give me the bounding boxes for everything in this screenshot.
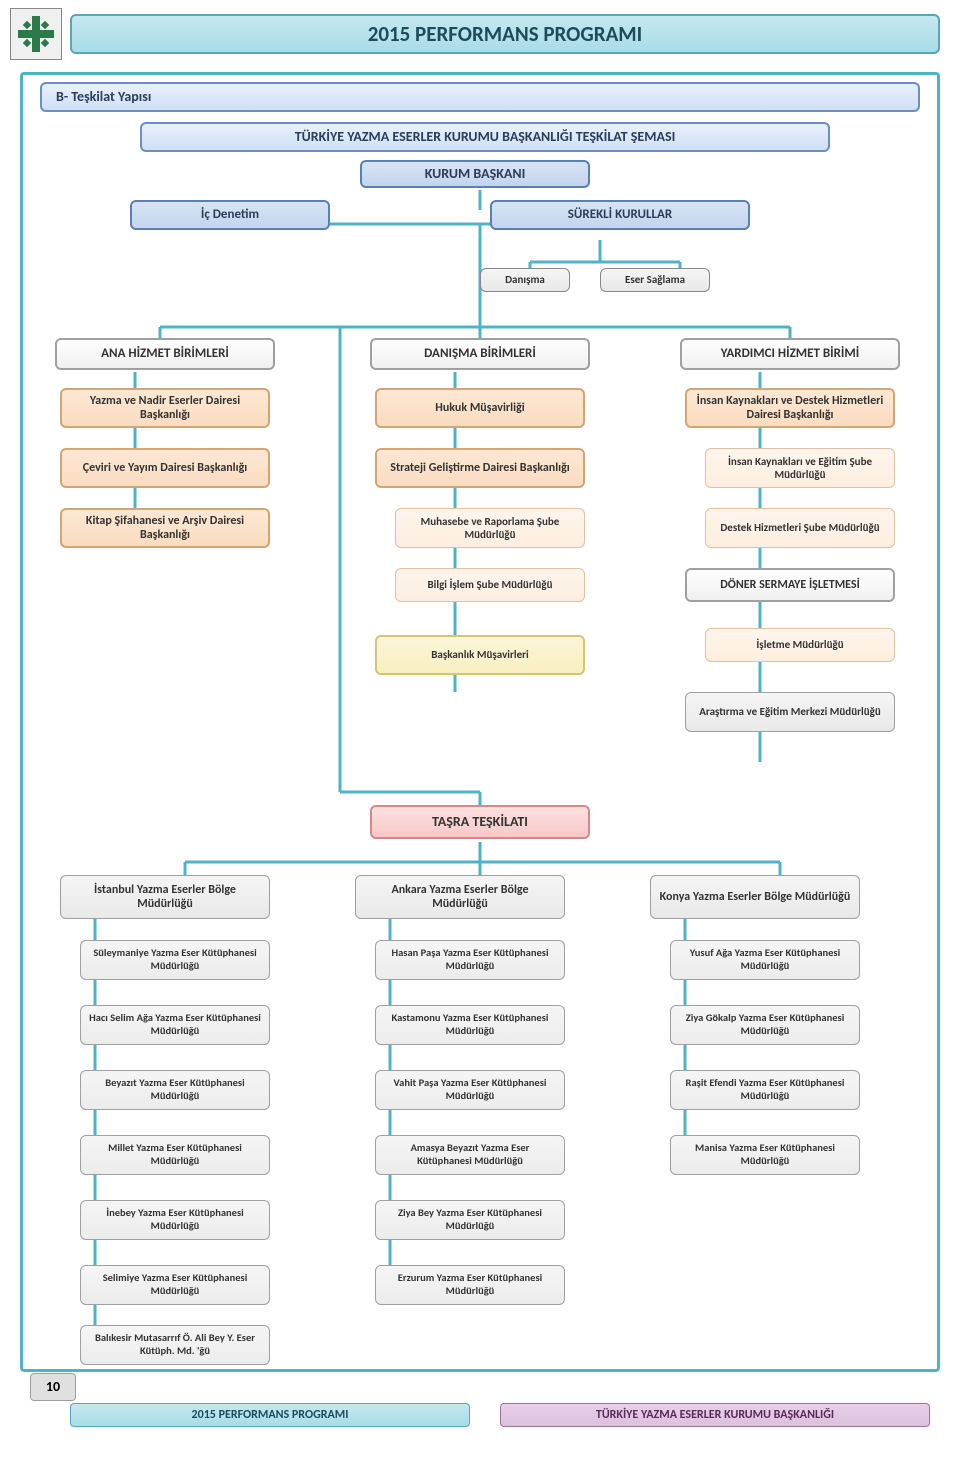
- tasra-2-3: Manisa Yazma Eser Kütüphanesi Müdürlüğü: [670, 1135, 860, 1175]
- col3-extra-0: İşletme Müdürlüğü: [705, 628, 895, 662]
- tasra-col2-header: Konya Yazma Eserler Bölge Müdürlüğü: [650, 875, 860, 919]
- col1-header: ANA HİZMET BİRİMLERİ: [55, 338, 275, 370]
- tasra-header: TAŞRA TEŞKİLATI: [370, 805, 590, 839]
- col1-item-1: Çeviri ve Yayım Dairesi Başkanlığı: [60, 448, 270, 488]
- tasra-0-5: Selimiye Yazma Eser Kütüphanesi Müdürlüğ…: [80, 1265, 270, 1305]
- tasra-1-1: Kastamonu Yazma Eser Kütüphanesi Müdürlü…: [375, 1005, 565, 1045]
- tasra-2-0: Yusuf Ağa Yazma Eser Kütüphanesi Müdürlü…: [670, 940, 860, 980]
- tasra-0-4: İnebey Yazma Eser Kütüphanesi Müdürlüğü: [80, 1200, 270, 1240]
- node-eser-saglama: Eser Sağlama: [600, 268, 710, 292]
- tasra-1-5: Erzurum Yazma Eser Kütüphanesi Müdürlüğü: [375, 1265, 565, 1305]
- org-chart-title: TÜRKİYE YAZMA ESERLER KURUMU BAŞKANLIĞI …: [140, 122, 830, 152]
- col2-item-2: Muhasebe ve Raporlama Şube Müdürlüğü: [395, 508, 585, 548]
- col2-item-1: Strateji Geliştirme Dairesi Başkanlığı: [375, 448, 585, 488]
- tasra-2-2: Raşit Efendi Yazma Eser Kütüphanesi Müdü…: [670, 1070, 860, 1110]
- col1-item-0: Yazma ve Nadir Eserler Dairesi Başkanlığ…: [60, 388, 270, 428]
- tasra-1-3: Amasya Beyazıt Yazma Eser Kütüphanesi Mü…: [375, 1135, 565, 1175]
- tasra-1-2: Vahit Paşa Yazma Eser Kütüphanesi Müdürl…: [375, 1070, 565, 1110]
- col2-item-4: Başkanlık Müşavirleri: [375, 635, 585, 675]
- tasra-0-3: Millet Yazma Eser Kütüphanesi Müdürlüğü: [80, 1135, 270, 1175]
- tasra-1-0: Hasan Paşa Yazma Eser Kütüphanesi Müdürl…: [375, 940, 565, 980]
- page-header: 2015 PERFORMANS PROGRAMI: [70, 14, 940, 54]
- node-root: KURUM BAŞKANI: [360, 160, 590, 188]
- col2-header: DANIŞMA BİRİMLERİ: [370, 338, 590, 370]
- node-surekli-kurullar: SÜREKLİ KURULLAR: [490, 200, 750, 230]
- tasra-0-0: Süleymaniye Yazma Eser Kütüphanesi Müdür…: [80, 940, 270, 980]
- tasra-0-2: Beyazıt Yazma Eser Kütüphanesi Müdürlüğü: [80, 1070, 270, 1110]
- col3-extra-1: Araştırma ve Eğitim Merkezi Müdürlüğü: [685, 692, 895, 732]
- page-number: 10: [30, 1373, 76, 1401]
- section-title: B- Teşkilat Yapısı: [40, 82, 920, 112]
- col3-item-1: İnsan Kaynakları ve Eğitim Şube Müdürlüğ…: [705, 448, 895, 488]
- col3-header: YARDIMCI HİZMET BİRİMİ: [680, 338, 900, 370]
- node-danisma: Danışma: [480, 268, 570, 292]
- footer-left: 2015 PERFORMANS PROGRAMI: [70, 1403, 470, 1427]
- footer-right: TÜRKİYE YAZMA ESERLER KURUMU BAŞKANLIĞI: [500, 1403, 930, 1427]
- col3-item-2: Destek Hizmetleri Şube Müdürlüğü: [705, 508, 895, 548]
- col3-item-0: İnsan Kaynakları ve Destek Hizmetleri Da…: [685, 388, 895, 428]
- tasra-1-4: Ziya Bey Yazma Eser Kütüphanesi Müdürlüğ…: [375, 1200, 565, 1240]
- col1-item-2: Kitap Şifahanesi ve Arşiv Dairesi Başkan…: [60, 508, 270, 548]
- col3-extra-header: DÖNER SERMAYE İŞLETMESİ: [685, 568, 895, 602]
- tasra-0-1: Hacı Selim Ağa Yazma Eser Kütüphanesi Mü…: [80, 1005, 270, 1045]
- tasra-0-6: Balıkesir Mutasarrıf Ö. Ali Bey Y. Eser …: [80, 1325, 270, 1365]
- node-ic-denetim: İç Denetim: [130, 200, 330, 230]
- col2-item-3: Bilgi İşlem Şube Müdürlüğü: [395, 568, 585, 602]
- tasra-col1-header: Ankara Yazma Eserler Bölge Müdürlüğü: [355, 875, 565, 919]
- tasra-2-1: Ziya Gökalp Yazma Eser Kütüphanesi Müdür…: [670, 1005, 860, 1045]
- tasra-col0-header: İstanbul Yazma Eserler Bölge Müdürlüğü: [60, 875, 270, 919]
- col2-item-0: Hukuk Müşavirliği: [375, 388, 585, 428]
- logo-icon: [10, 8, 62, 60]
